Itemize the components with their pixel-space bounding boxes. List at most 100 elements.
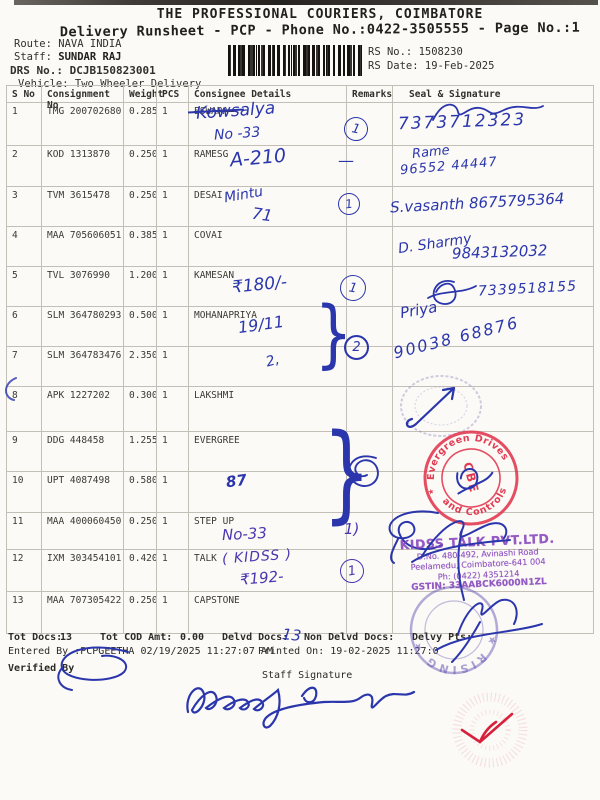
cell-consignee: DESAI [188, 187, 346, 226]
cell-sno: 13 [12, 595, 24, 606]
cell-seal [392, 513, 593, 549]
vehicle-label: Vehicle: [18, 78, 69, 90]
cell-consignee: TALK [188, 550, 346, 591]
cell-weight: 1.255 [123, 432, 158, 471]
cell-seal [392, 592, 593, 633]
cell-sno: 10 [12, 475, 24, 486]
cell-pcs: 1 [156, 513, 188, 549]
cell-consignment: TVL 3076990 [41, 267, 123, 306]
hw-row2-address: A-210 [229, 144, 287, 172]
cell-weight: 1.200 [123, 267, 158, 306]
cell-weight: 0.420 [123, 550, 158, 591]
th-seal: Seal & Signature [392, 86, 593, 111]
rs-date: RS Date: 19-Feb-2025 [368, 60, 495, 72]
cell-seal [392, 347, 593, 386]
tot-docs-value: 13 [60, 632, 73, 643]
swirl-mark-rows-9-10 [348, 455, 379, 487]
margin-pen-curl [5, 377, 17, 401]
cell-sno: 3 [12, 190, 18, 201]
table-row: 8 APK 1227202 0.300 1 LAKSHMI [7, 386, 593, 431]
cell-seal [392, 187, 593, 226]
signature-row5-initials [427, 280, 477, 305]
remark-circled-2-rows-6-7: 2 [344, 335, 369, 360]
cell-seal [392, 387, 593, 431]
staff-value: SUNDAR RAJ [58, 51, 122, 63]
cell-weight: 0.250 [123, 592, 158, 633]
rs-no: RS No.: 1508230 [368, 46, 463, 58]
cell-weight: 2.350 [123, 347, 158, 386]
cell-pcs: 1 [156, 347, 188, 386]
cell-consignee: CAPSTONE [188, 592, 346, 633]
cell-weight: 0.300 [123, 387, 158, 431]
cell-sno: 9 [12, 435, 18, 446]
hw-row11-number: No-33 [221, 523, 268, 545]
cell-weight: 0.250 [123, 146, 158, 186]
cell-weight: 0.250 [123, 187, 158, 226]
remark-dash-row2: — [338, 151, 354, 170]
cell-pcs: 1 [156, 432, 188, 471]
cell-pcs: 1 [156, 227, 188, 266]
table-row: 5 TVL 3076990 1.200 1 KAMESAN [7, 266, 593, 306]
cell-seal [392, 267, 593, 306]
hw-delvd-docs-value: 13 [281, 625, 303, 645]
staff-signature [186, 686, 416, 729]
cell-remarks [346, 267, 392, 306]
delvy-pts-label: Delvy Pts: [412, 632, 473, 643]
cell-consignment: SLM 364780293 [41, 307, 123, 346]
cell-remarks [346, 307, 392, 346]
cell-remarks [346, 472, 392, 512]
hw-row10-mark: 87 [224, 470, 248, 492]
table-row: 4 MAA 705606051 0.385 1 COVAI [7, 226, 593, 266]
cell-pcs: 1 [156, 592, 188, 633]
hw-row3-number: 71 [250, 203, 274, 226]
th-weight: Weight [123, 86, 163, 111]
table-row: 7 SLM 364783476 2.350 1 [7, 346, 593, 386]
cell-consignee [188, 347, 346, 386]
staff-line: Staff: SUNDAR RAJ [14, 51, 121, 63]
cell-pcs: 1 [156, 387, 188, 431]
cell-consignment: IXM 303454101 [41, 550, 123, 591]
cell-sno: 12 [12, 553, 24, 564]
table-row: 12 IXM 303454101 0.420 1 TALK [7, 549, 593, 591]
cell-remarks [346, 432, 392, 471]
drs-value: DCJB150823001 [69, 64, 156, 77]
cell-remarks [346, 347, 392, 386]
tot-docs-label: Tot Docs: [8, 632, 63, 643]
cell-weight: 0.580 [123, 472, 158, 512]
cell-pcs: 1 [156, 146, 188, 186]
th-pcs: PCS [156, 86, 188, 111]
hw-seal-row1-phone: 7373712323 [397, 109, 527, 135]
cell-consignee: RAMESG [188, 146, 346, 186]
cell-sno: 4 [12, 230, 18, 241]
route-line: Route: NAVA INDIA [14, 38, 121, 50]
scan-edge-artifact [14, 0, 598, 5]
verified-by-label: Verified By [8, 663, 75, 674]
cell-consignment: MAA 707305422 [41, 592, 123, 633]
cell-sno: 6 [12, 310, 18, 321]
cell-consignment: SLM 364783476 [41, 347, 123, 386]
runsheet-table: S No Consignment No Weight PCS Consignee… [6, 85, 594, 634]
table-row: 10 UPT 4087498 0.580 1 [7, 471, 593, 512]
faint-round-stamp [400, 375, 482, 437]
vehicle-value: Two Wheeler Delivery [74, 78, 202, 90]
cell-consignment: DDG 448458 [41, 432, 123, 471]
remark-row11: 1) [344, 520, 360, 538]
cell-remarks [346, 513, 392, 549]
cell-consignment: MAA 400060450 [41, 513, 123, 549]
printed-on-line: Printed On: 19-02-2025 11:27:0 [258, 646, 439, 657]
cell-consignee: EVERGREE [188, 432, 346, 471]
cell-remarks [346, 227, 392, 266]
cell-seal [392, 227, 593, 266]
cell-consignment: KOD 1313870 [41, 146, 123, 186]
hw-row12-amount: ₹192- [239, 567, 285, 589]
tot-cod-value: 0.00 [180, 632, 205, 643]
cell-sno: 5 [12, 270, 18, 281]
cell-pcs: 1 [156, 307, 188, 346]
cell-remarks [346, 146, 392, 186]
cell-remarks [346, 387, 392, 431]
brace-rows-6-7: } [314, 291, 353, 377]
cell-weight: 0.500 [123, 307, 158, 346]
staff-signature-label: Staff Signature [262, 670, 353, 681]
flourish-signature-footer [435, 598, 543, 663]
